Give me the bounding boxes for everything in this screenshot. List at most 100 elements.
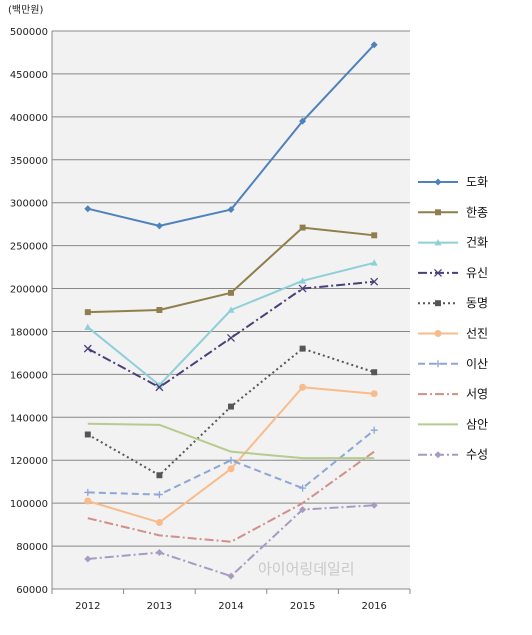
series-4 [84, 345, 378, 479]
axes: 60000 80000 100000 120000 140000 160000 180000… [10, 27, 411, 612]
legend-entry: 유신 [418, 266, 488, 280]
data-point [84, 205, 92, 213]
legend-label: 서영 [466, 387, 488, 401]
legend-marker [434, 268, 442, 277]
legend-entry: 건화 [418, 236, 488, 250]
legend-label: 건화 [466, 236, 488, 250]
y-tick-label: 250000 [10, 242, 48, 253]
data-point [228, 289, 234, 296]
legend-entry: 수성 [418, 448, 488, 462]
data-point [155, 549, 163, 557]
x-tick-label: 2014 [218, 601, 243, 612]
data-point [155, 383, 164, 392]
data-point [299, 383, 307, 391]
legend-marker [435, 300, 441, 307]
series-lines [83, 41, 379, 580]
series-line [87, 280, 375, 389]
data-point [299, 224, 306, 231]
data-point [227, 333, 235, 342]
data-point [84, 431, 91, 438]
legend-entry: 이산 [418, 357, 488, 371]
data-point [84, 555, 92, 563]
y-tick-label: 300000 [10, 199, 48, 210]
y-tick-label: 60000 [16, 585, 48, 596]
data-point [370, 501, 378, 509]
data-point [156, 307, 163, 313]
data-point [371, 369, 378, 376]
y-tick-label: 400000 [10, 113, 48, 124]
legend-marker [434, 360, 442, 368]
x-tick-label: 2013 [147, 601, 172, 612]
data-point [299, 345, 306, 352]
data-point [83, 344, 92, 353]
y-tick-label: 100000 [10, 499, 48, 510]
legend-entry: 동명 [418, 296, 488, 310]
y-tick-label: 450000 [10, 70, 48, 81]
legend-label: 선진 [466, 327, 488, 341]
series-line [87, 429, 375, 496]
data-point [84, 497, 92, 505]
data-point [84, 309, 91, 316]
data-point [298, 284, 307, 293]
y-tick-label: 160000 [10, 370, 48, 381]
y-tick-label: 80000 [16, 542, 48, 553]
y-axis-unit-label: (백만원) [8, 4, 44, 16]
legend-entry: 한종 [418, 205, 488, 219]
legend-entry: 도화 [418, 175, 488, 189]
legend-marker [434, 330, 442, 337]
y-tick-label: 500000 [10, 27, 48, 38]
series-7 [87, 450, 375, 543]
x-tick-label: 2012 [75, 601, 100, 612]
series-6 [84, 426, 378, 499]
legend-label: 동명 [466, 296, 488, 310]
data-point [370, 41, 378, 49]
legend-entry: 서영 [418, 387, 488, 401]
data-point [370, 259, 378, 266]
legend-marker [434, 451, 442, 459]
data-point [370, 390, 378, 398]
data-point [156, 472, 163, 479]
legend-label: 한종 [466, 205, 488, 219]
legend-marker [434, 239, 442, 246]
legend-label: 유신 [466, 266, 488, 280]
legend-label: 도화 [466, 175, 488, 189]
x-tick-label: 2015 [290, 601, 315, 612]
series-9 [84, 501, 378, 580]
data-point [299, 506, 307, 514]
data-point [84, 488, 92, 496]
legend-label: 수성 [466, 448, 488, 462]
series-5 [84, 383, 378, 526]
series-line [87, 450, 375, 543]
data-point [370, 277, 379, 286]
legend-entry: 선진 [418, 327, 488, 341]
y-tick-label: 180000 [10, 327, 48, 338]
y-tick-label: 350000 [10, 156, 48, 167]
data-point [299, 277, 307, 284]
series-8 [87, 422, 375, 460]
data-point [227, 206, 235, 214]
legend-entry: 삼안 [418, 417, 488, 431]
series-line [87, 504, 375, 578]
x-tick-label: 2016 [361, 601, 386, 612]
data-point [155, 491, 163, 499]
data-point [155, 222, 163, 230]
legend-label: 이산 [466, 357, 488, 371]
series-line [87, 422, 375, 460]
data-point [84, 323, 92, 330]
legend-marker [434, 178, 442, 186]
y-tick-label: 120000 [10, 456, 48, 467]
data-point [227, 306, 235, 313]
data-point [371, 232, 378, 239]
data-point [227, 465, 235, 473]
y-tick-label: 200000 [10, 285, 48, 296]
legend-marker [435, 209, 441, 216]
data-point [227, 456, 235, 464]
gridlines [52, 30, 410, 547]
data-point [227, 572, 235, 580]
data-point [155, 518, 163, 526]
legend-label: 삼안 [466, 417, 488, 431]
series-1 [84, 224, 378, 316]
